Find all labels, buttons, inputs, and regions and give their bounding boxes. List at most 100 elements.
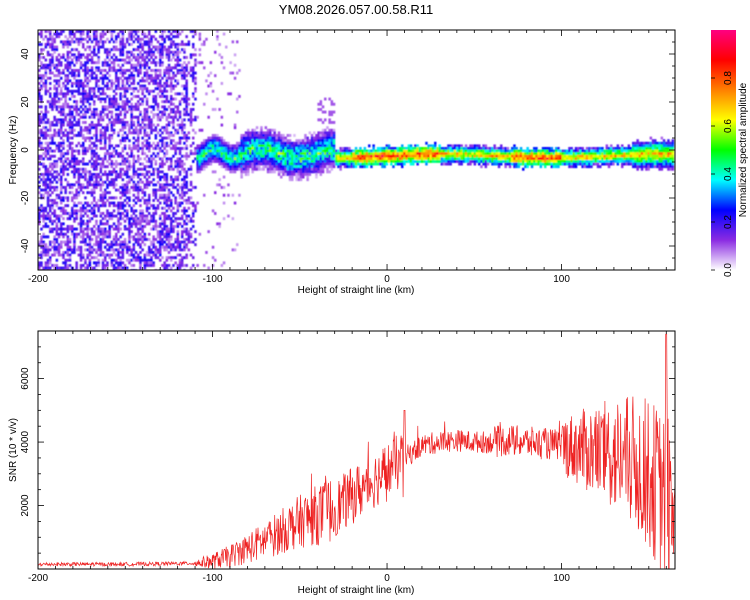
spectrogram-cell [159,201,162,205]
spectrogram-cell [145,35,149,39]
spectrogram-cell [86,170,89,174]
spectrogram-cell [251,170,254,174]
spectrogram-cell [288,160,292,163]
spectrogram-cell [106,84,109,88]
spectrogram-cell [178,141,182,145]
spectrogram-cell [407,152,411,156]
spectrogram-cell [418,149,422,153]
spectrogram-cell [139,212,142,215]
spectrogram-cell [62,235,65,239]
spectrogram-cell [86,40,89,44]
spectrogram-cell [152,173,155,176]
spectrogram-cell [88,240,92,244]
spectrogram-cell [55,258,59,262]
spectrogram-cell [350,154,353,158]
spectrogram-cell [66,157,70,161]
spectrogram-cell [99,178,103,182]
spectrogram-cell [383,157,386,161]
spectrogram-cell [418,152,422,156]
spectrogram-cell [159,45,162,49]
spectrogram-cell [104,141,107,145]
spectrogram-cell [271,170,274,174]
spectrogram-cell [77,53,81,57]
spectrogram-cell [273,149,276,153]
spectrogram-cell [326,134,329,137]
spectrogram-cell [104,240,107,244]
spectrogram-cell [112,264,116,267]
spectrogram-cell [163,108,166,111]
spectrogram-cell [128,258,131,262]
spectrogram-cell [71,248,74,252]
spectrogram-cell [196,264,199,267]
spectrogram-cell [68,89,72,93]
spectrogram-cell [82,113,85,117]
spectrogram-cell [216,157,219,161]
spectrogram-cell [42,165,45,169]
spectrogram-cell [73,48,76,52]
spectrogram-cell [115,121,118,124]
spectrogram-cell [104,134,107,137]
spectrogram-cell [75,209,78,213]
spectrogram-cell [145,89,149,93]
spectrogram-cell [123,173,127,176]
spectrogram-cell [161,170,164,174]
spectrogram-cell [266,170,270,174]
spectrogram-cell [93,209,96,213]
spectrogram-cell [134,214,138,218]
spectrogram-cell [339,162,342,166]
spectrogram-cell [139,56,142,59]
spectrogram-cell [60,152,63,156]
spectrogram-cell [150,128,153,132]
spectrogram-cell [431,160,435,163]
spectrogram-cell [93,243,96,247]
spectrogram-cell [185,256,188,260]
spectrogram-cell [90,248,94,252]
spectrogram-cell [137,258,140,262]
spectrogram-cell [130,32,133,36]
spectrogram-cell [363,157,367,161]
spectrogram-cell [286,149,290,153]
spectrogram-cell [38,105,41,109]
spectrogram-cell [181,126,184,130]
spectrogram-cell [40,264,43,267]
spectrogram-cell [123,131,127,135]
spectrogram-cell [55,95,59,98]
spectrogram-cell [277,139,281,143]
spectrogram-cell [154,97,158,101]
spectrogram-cell [233,76,237,80]
spectrogram-cell [194,32,197,36]
spectrogram-cell [46,201,50,205]
spectrogram-cell [143,95,147,98]
spectrogram-cell [101,105,105,109]
spectrogram-cell [64,160,67,163]
spectrogram-cell [86,162,89,166]
spectrogram-cell [198,152,202,156]
spectrogram-cell [115,92,118,96]
spectrogram-cell [178,123,182,127]
spectrogram-cell [108,147,111,150]
spectrogram-cell [299,165,303,169]
spectrogram-cell [156,175,160,179]
spectrogram-cell [60,206,63,210]
spectrogram-cell [99,32,103,36]
spectrogram-cell [130,87,133,91]
spectrogram-cell [244,154,248,158]
spectrogram-cell [93,154,96,158]
spectrogram-cell [143,63,147,67]
spectrogram-cell [104,152,107,156]
spectrogram-cell [95,110,98,114]
spectrogram-cell [350,160,353,163]
spectrogram-cell [108,144,111,148]
spectrogram-cell [112,201,116,205]
spectrogram-cell [57,173,61,176]
spectrogram-cell [79,253,83,257]
spectrogram-cell [143,232,147,236]
spectrogram-cell [152,235,155,239]
spectrogram-cell [44,71,48,75]
spectrogram-cell [170,225,173,228]
spectrogram-cell [275,136,279,140]
spectrogram-cell [86,35,89,39]
spectrogram-cell [194,76,197,80]
spectrogram-cell [86,53,89,57]
spectrogram-cell [418,160,422,163]
